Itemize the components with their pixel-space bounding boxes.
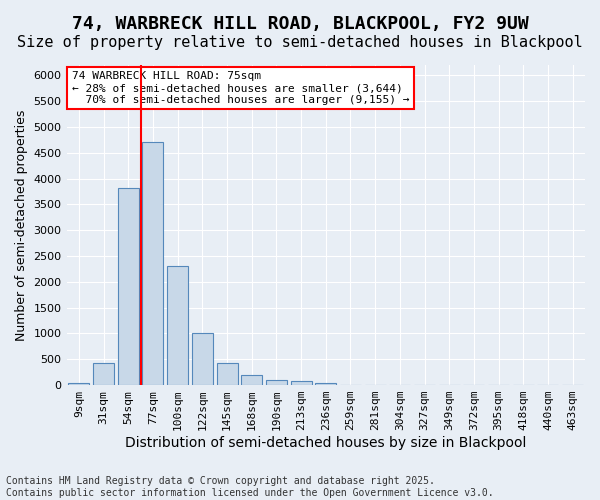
Bar: [93, 363, 114, 385]
Text: Size of property relative to semi-detached houses in Blackpool: Size of property relative to semi-detach…: [17, 35, 583, 50]
Bar: [290, 381, 311, 385]
Text: Contains HM Land Registry data © Crown copyright and database right 2025.
Contai: Contains HM Land Registry data © Crown c…: [6, 476, 494, 498]
X-axis label: Distribution of semi-detached houses by size in Blackpool: Distribution of semi-detached houses by …: [125, 436, 526, 450]
Bar: [266, 380, 287, 385]
Y-axis label: Number of semi-detached properties: Number of semi-detached properties: [15, 110, 28, 340]
Bar: [142, 142, 163, 385]
Bar: [192, 334, 213, 385]
Bar: [118, 188, 139, 385]
Text: 74 WARBRECK HILL ROAD: 75sqm
← 28% of semi-detached houses are smaller (3,644)
 : 74 WARBRECK HILL ROAD: 75sqm ← 28% of se…: [72, 72, 409, 104]
Text: 74, WARBRECK HILL ROAD, BLACKPOOL, FY2 9UW: 74, WARBRECK HILL ROAD, BLACKPOOL, FY2 9…: [71, 15, 529, 33]
Bar: [68, 382, 89, 385]
Bar: [315, 382, 336, 385]
Bar: [167, 266, 188, 385]
Bar: [217, 364, 238, 385]
Bar: [241, 375, 262, 385]
